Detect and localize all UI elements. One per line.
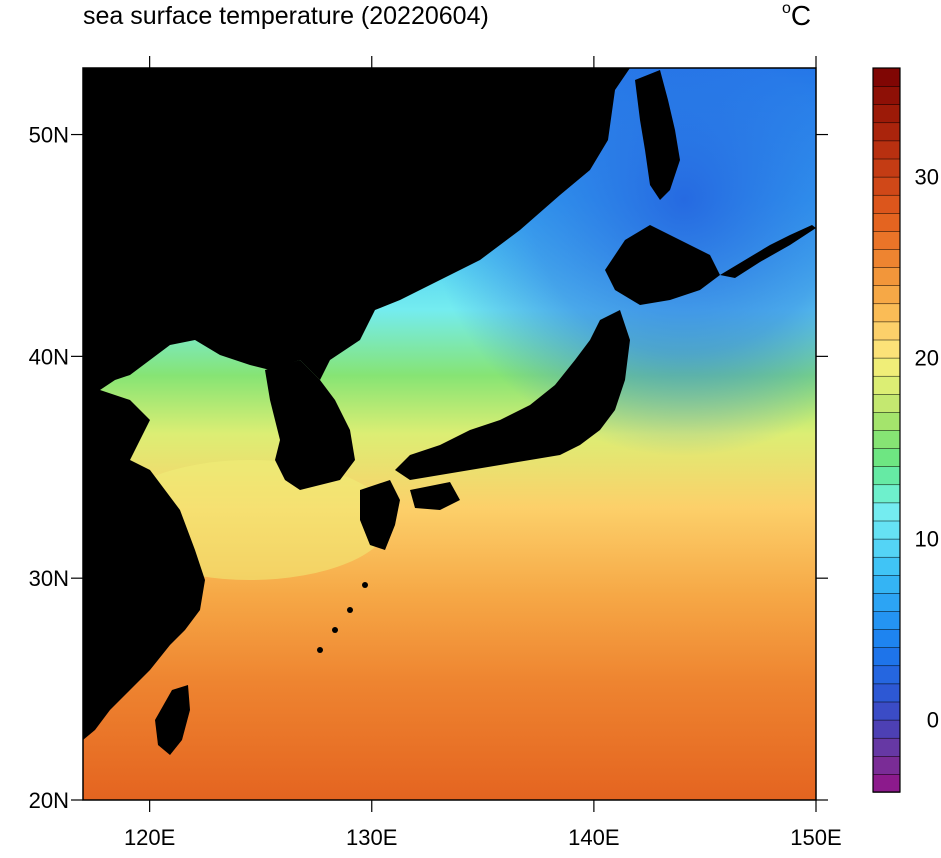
- honshu-island: [395, 310, 630, 480]
- lon-tick-label: 150E: [790, 825, 841, 850]
- asian-continent: [83, 68, 630, 740]
- colorbar-label: 30: [915, 165, 939, 190]
- colorbar-segment: [872, 284, 901, 305]
- lat-tick-label: 50N: [29, 123, 69, 148]
- ryukyu-islet: [347, 607, 353, 613]
- colorbar-segment: [872, 103, 901, 124]
- colorbar-segment: [872, 429, 901, 449]
- lat-tick-label: 40N: [29, 344, 69, 369]
- map-title: sea surface temperature (20220604): [83, 2, 489, 30]
- colorbar: [872, 67, 901, 793]
- colorbar-segment: [872, 592, 901, 612]
- colorbar-segment: [872, 538, 901, 558]
- axis-ticks: 120E 130E 140E 150E 50N 40N 30N 20N: [29, 56, 842, 850]
- colorbar-segment: [872, 484, 901, 504]
- hokkaido-island: [605, 225, 720, 305]
- colorbar-segment: [872, 194, 901, 214]
- ryukyu-islet: [332, 627, 338, 633]
- kyushu-island: [360, 480, 400, 550]
- colorbar-segment: [872, 773, 901, 793]
- land-masses: [83, 68, 816, 755]
- colorbar-segment: [872, 375, 901, 395]
- sst-field: [83, 68, 816, 800]
- degree-symbol: o: [782, 0, 791, 17]
- ryukyu-islet: [362, 582, 368, 588]
- colorbar-segment: [872, 321, 901, 341]
- colorbar-segment: [872, 701, 901, 721]
- colorbar-segment: [872, 520, 901, 540]
- taiwan-island: [155, 685, 190, 755]
- colorbar-segment: [872, 339, 901, 359]
- colorbar-segment: [872, 248, 901, 268]
- colorbar-segment: [872, 628, 901, 648]
- colorbar-segment: [872, 122, 901, 142]
- colorbar-segment: [872, 357, 901, 377]
- colorbar-label: 10: [915, 527, 939, 552]
- unit-label: oC: [782, 0, 811, 32]
- colorbar-segment: [872, 610, 901, 630]
- colorbar-frame: [872, 67, 901, 793]
- shikoku-island: [410, 482, 460, 510]
- colorbar-segment: [872, 393, 901, 413]
- colorbar-segment: [872, 303, 901, 323]
- colorbar-segment: [872, 411, 901, 431]
- colorbar-segment: [872, 176, 901, 196]
- map-frame: [82, 67, 817, 801]
- colorbar-segment: [872, 683, 901, 703]
- unit-letter: C: [790, 0, 812, 31]
- colorbar-segment: [872, 574, 901, 594]
- colorbar-segment: [872, 85, 901, 105]
- colorbar-segment: [872, 665, 901, 685]
- colorbar-label: 0: [927, 708, 939, 733]
- colorbar-segment: [872, 646, 901, 667]
- ryukyu-islet: [317, 647, 323, 653]
- colorbar-segment: [872, 266, 901, 286]
- colorbar-segment: [872, 465, 901, 486]
- korean-peninsula: [265, 360, 355, 490]
- kuril-islands: [720, 225, 816, 278]
- lon-tick-label: 140E: [568, 825, 619, 850]
- colorbar-segment: [872, 212, 901, 232]
- colorbar-segment: [872, 230, 901, 250]
- lon-tick-label: 120E: [124, 825, 175, 850]
- colorbar-segment: [872, 502, 901, 522]
- colorbar-segment: [872, 67, 901, 87]
- colorbar-segment: [872, 556, 901, 576]
- colorbar-label: 20: [915, 346, 939, 371]
- colorbar-segment: [872, 719, 901, 739]
- sakhalin-island: [635, 70, 680, 200]
- lat-tick-label: 20N: [29, 788, 69, 813]
- lon-tick-label: 130E: [346, 825, 397, 850]
- colorbar-labels: 0 10 20 30: [915, 165, 939, 733]
- colorbar-segment: [872, 158, 901, 178]
- colorbar-segment: [872, 737, 901, 757]
- colorbar-segment: [872, 755, 901, 775]
- lat-tick-label: 30N: [29, 566, 69, 591]
- colorbar-segment: [872, 140, 901, 160]
- colorbar-segment: [872, 447, 901, 467]
